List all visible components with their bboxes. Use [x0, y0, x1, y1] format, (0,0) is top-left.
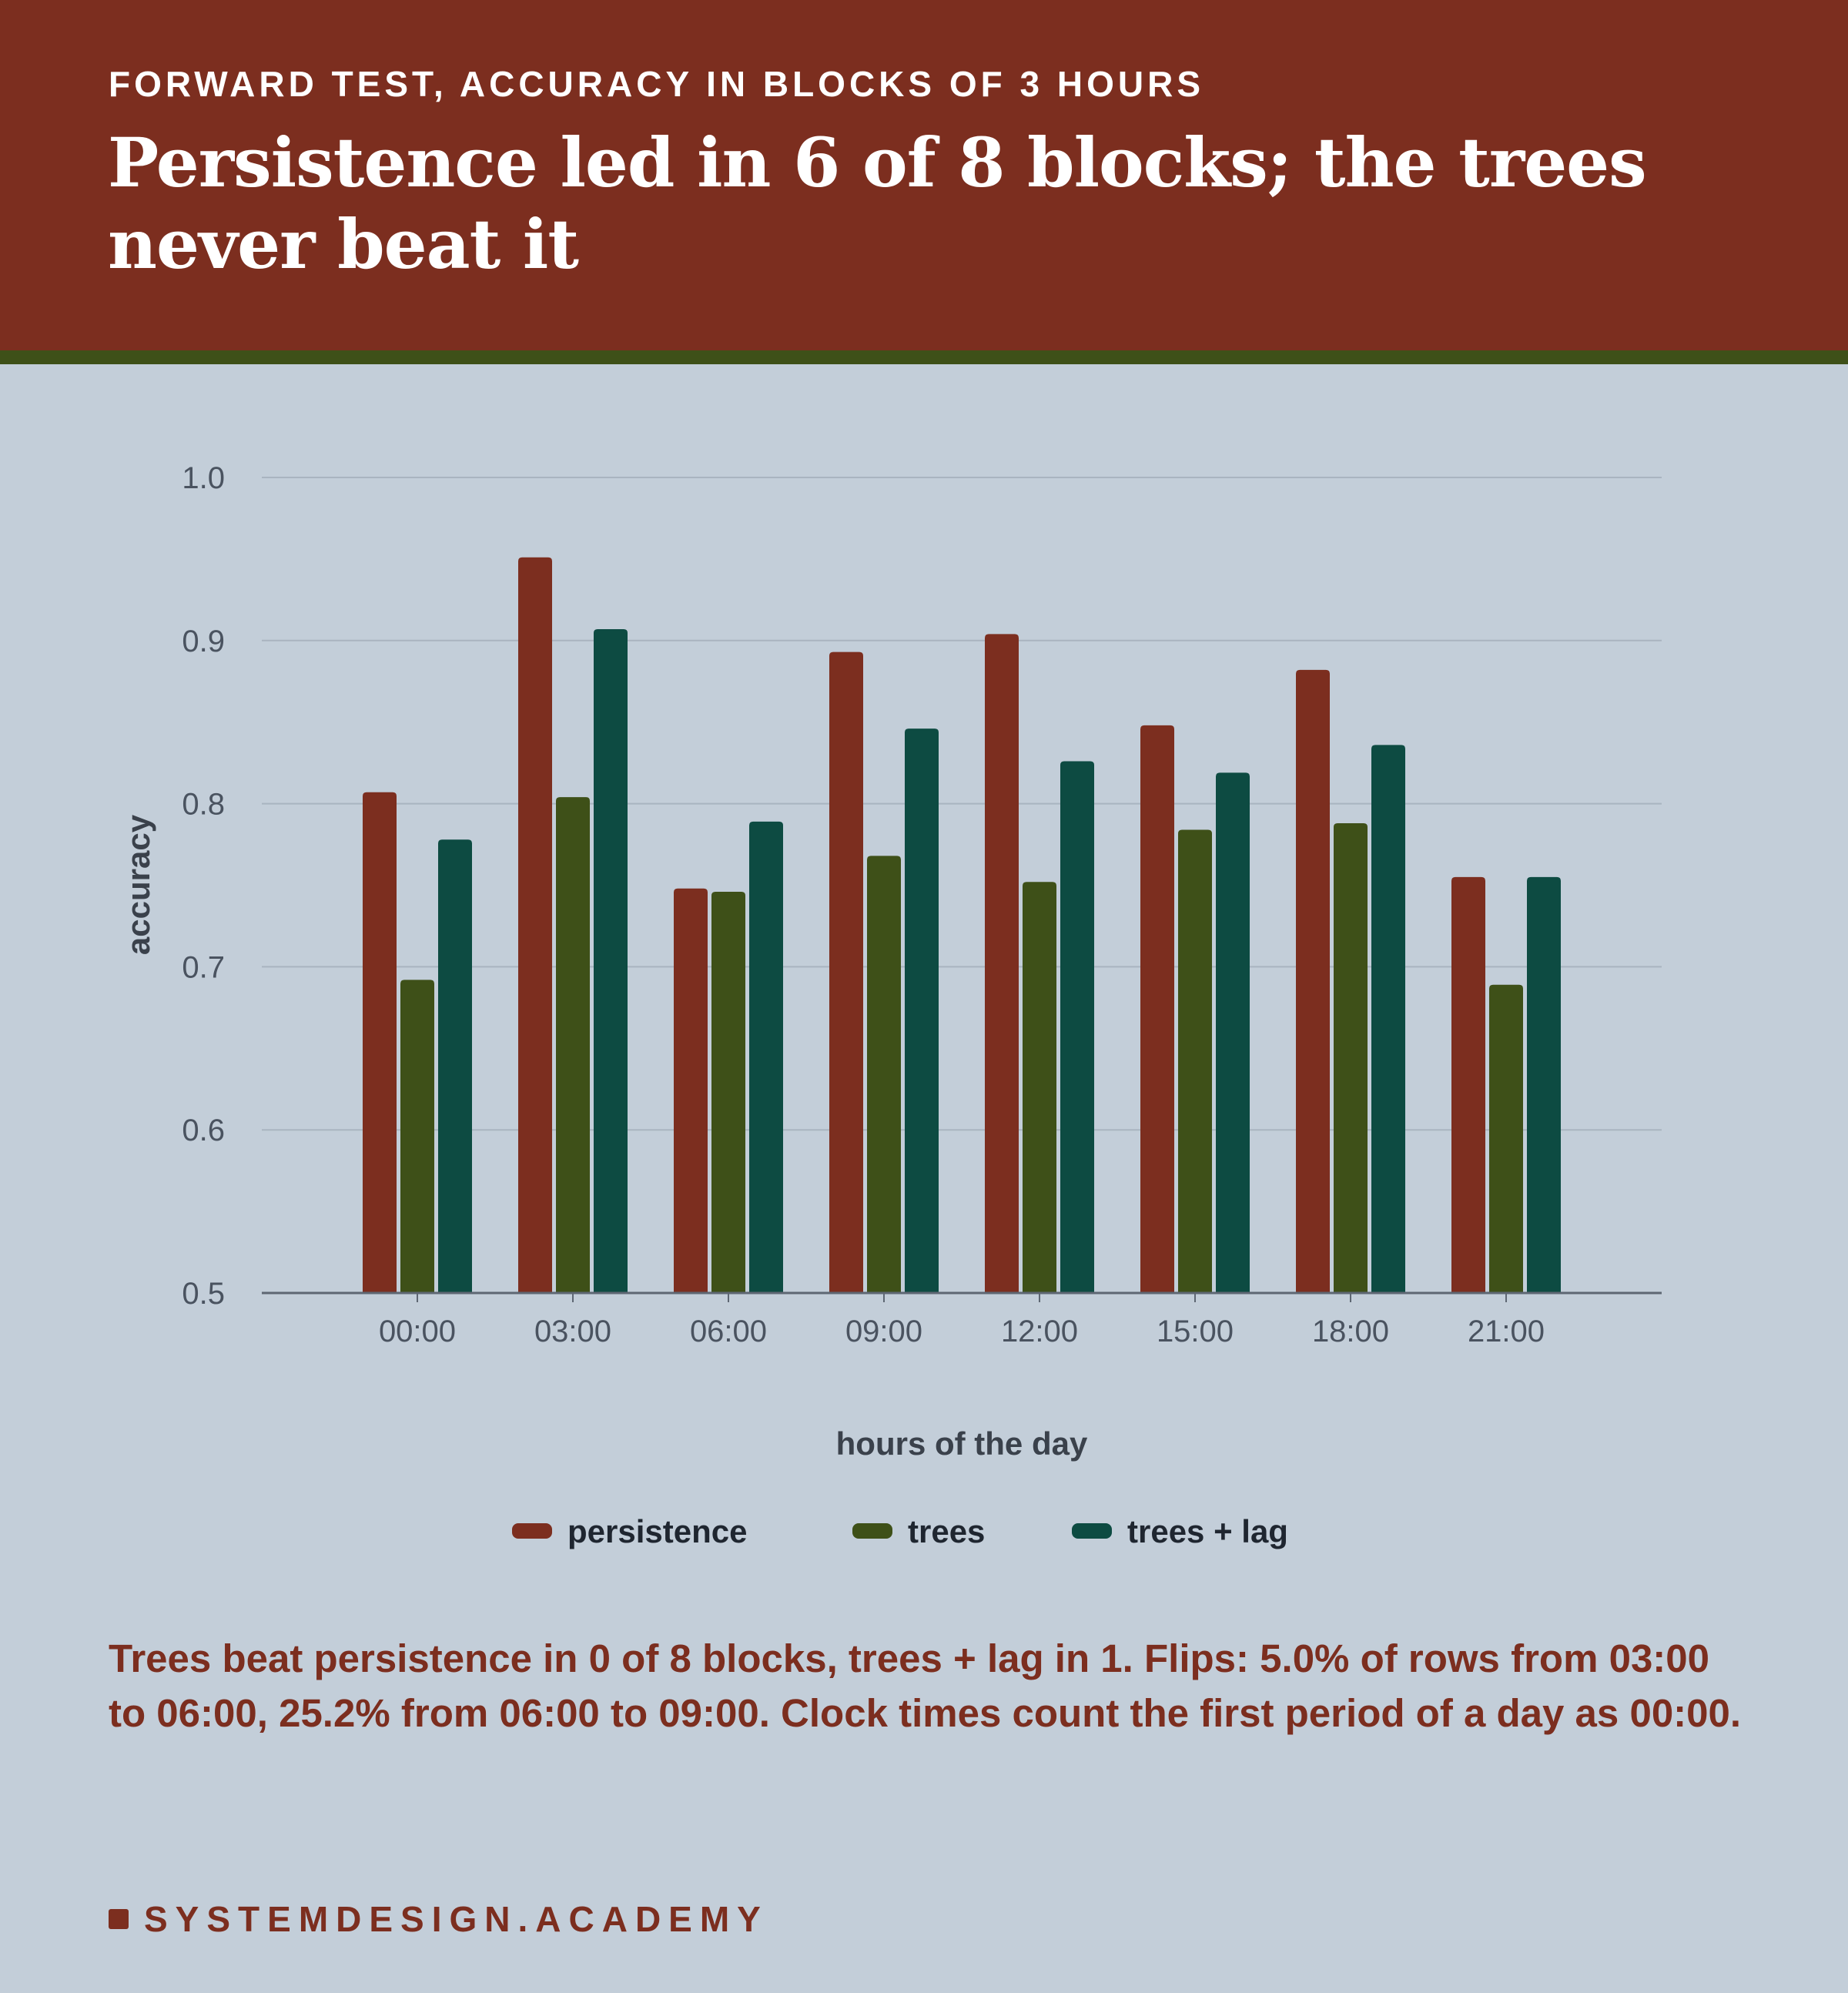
x-tick-label: 18:00 [1312, 1315, 1389, 1348]
bars [363, 557, 1561, 1293]
y-tick-labels: 0.5 0.6 0.7 0.8 0.9 1.0 [182, 461, 225, 1311]
y-tick-label: 0.9 [182, 625, 225, 658]
bar-persistence-0000 [363, 792, 397, 1293]
y-tick-label: 1.0 [182, 461, 225, 495]
legend-swatch [512, 1523, 552, 1539]
bar-persistence-0600 [674, 888, 708, 1293]
bar-trees-1500 [1178, 829, 1212, 1293]
y-axis-title: accuracy [120, 814, 156, 955]
y-tick-label: 0.7 [182, 950, 225, 984]
bar-trees-lag-0600 [749, 821, 783, 1293]
header-banner [0, 0, 1848, 350]
x-tick-label: 03:00 [534, 1315, 611, 1348]
x-tick-label: 06:00 [690, 1315, 767, 1348]
grid-lines [262, 477, 1662, 1131]
bar-persistence-1500 [1140, 725, 1174, 1293]
bar-trees-2100 [1489, 984, 1523, 1293]
bar-trees-lag-1800 [1371, 745, 1405, 1293]
chart-kicker: FORWARD TEST, ACCURACY IN BLOCKS OF 3 HO… [109, 64, 1204, 104]
bar-trees-0900 [867, 856, 901, 1293]
brand-square-icon [109, 1909, 129, 1929]
bar-trees-lag-0300 [594, 628, 628, 1293]
bar-persistence-2100 [1451, 876, 1485, 1293]
y-tick-label: 0.8 [182, 788, 225, 822]
bar-persistence-0300 [518, 557, 552, 1293]
legend-swatch [852, 1523, 892, 1539]
x-tick-label: 21:00 [1468, 1315, 1545, 1348]
x-tick-label: 12:00 [1001, 1315, 1078, 1348]
legend: persistence trees trees + lag [512, 1513, 1288, 1549]
x-tick-label: 15:00 [1157, 1315, 1234, 1348]
x-axis-title: hours of the day [836, 1425, 1088, 1462]
bar-trees-lag-2100 [1527, 876, 1561, 1293]
y-tick-label: 0.6 [182, 1114, 225, 1147]
bar-chart: 0.5 0.6 0.7 0.8 0.9 1.0 00:00 03:00 06:00 09:00 1… [120, 461, 1662, 1549]
header-stripe [0, 350, 1848, 364]
legend-label: persistence [567, 1513, 747, 1549]
bar-trees-1200 [1023, 882, 1056, 1293]
legend-swatch [1072, 1523, 1112, 1539]
bar-persistence-1200 [985, 634, 1019, 1293]
legend-label: trees + lag [1127, 1513, 1288, 1549]
bar-trees-lag-0000 [438, 839, 472, 1293]
brand-name: SYSTEMDESIGN.ACADEMY [144, 1899, 768, 1939]
legend-label: trees [908, 1513, 985, 1549]
brand[interactable]: SYSTEMDESIGN.ACADEMY [109, 1898, 768, 1940]
bar-persistence-1800 [1296, 669, 1330, 1293]
bar-persistence-0900 [829, 651, 863, 1293]
bar-trees-0000 [400, 980, 434, 1293]
chart-headline: Persistence led in 6 of 8 blocks; the tr… [108, 122, 1647, 284]
x-tick-labels: 00:00 03:00 06:00 09:00 12:00 15:00 18:00 21:00 [379, 1293, 1545, 1348]
x-tick-label: 09:00 [845, 1315, 922, 1348]
y-tick-label: 0.5 [182, 1277, 225, 1311]
bar-trees-lag-0900 [905, 729, 939, 1293]
x-tick-label: 00:00 [379, 1315, 456, 1348]
footnote: Trees beat persistence in 0 of 8 blocks,… [109, 1636, 1742, 1735]
bar-trees-1800 [1334, 823, 1368, 1293]
bar-trees-lag-1500 [1216, 772, 1250, 1293]
bar-trees-lag-1200 [1060, 761, 1094, 1293]
bar-trees-0600 [711, 891, 745, 1293]
bar-trees-0300 [556, 797, 590, 1293]
